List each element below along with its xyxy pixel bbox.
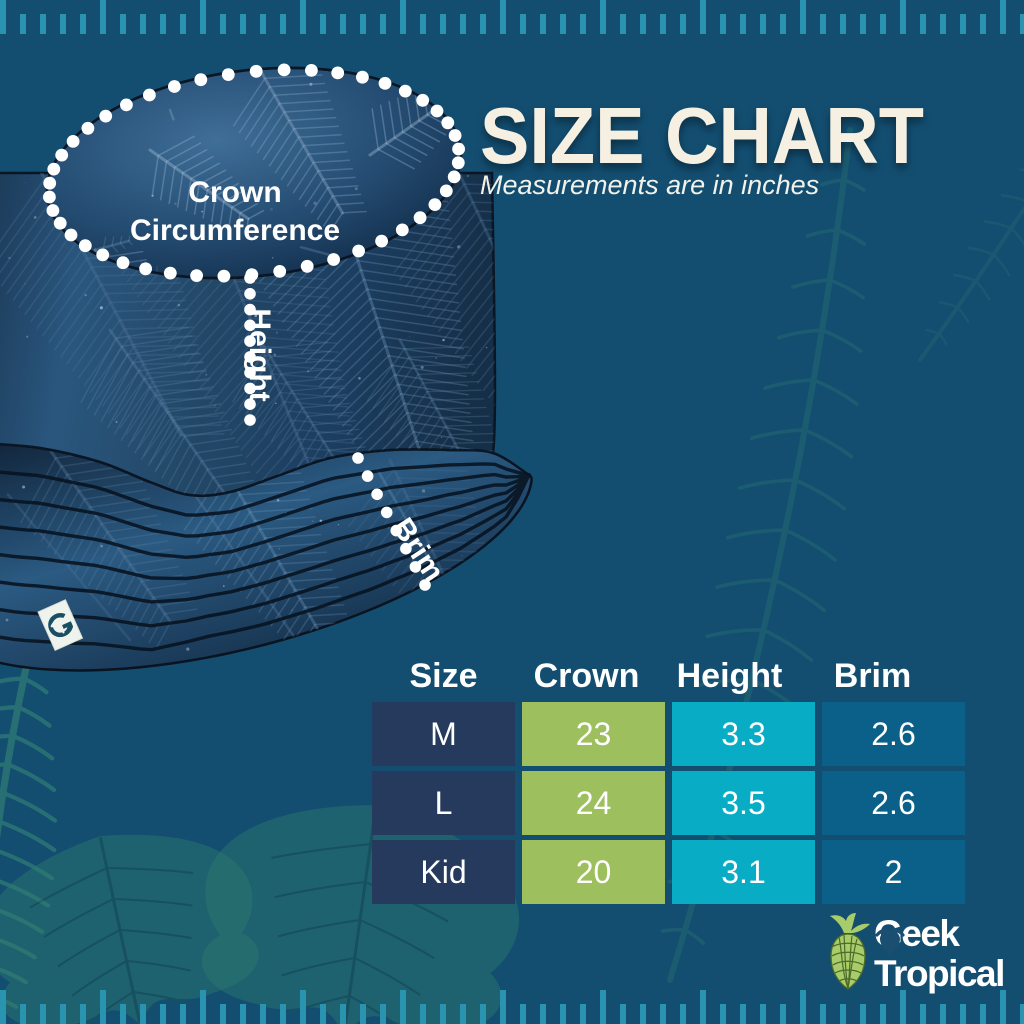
svg-text:Crown: Crown [188,176,281,209]
svg-text:Circumference: Circumference [130,214,340,247]
svg-text:Height: Height [243,308,276,401]
svg-text:Tropical: Tropical [874,953,1004,994]
